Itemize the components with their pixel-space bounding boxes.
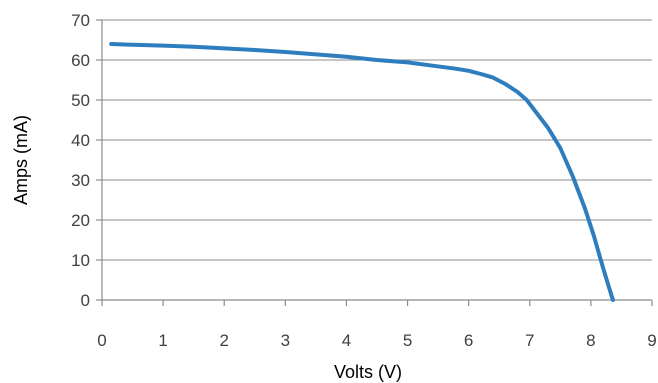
x-tick-label-3: 3 (281, 331, 290, 350)
x-tick-label-4: 4 (342, 331, 351, 350)
y-tick-label-0: 0 (81, 291, 90, 310)
x-tick-label-9: 9 (647, 331, 656, 350)
x-axis-title: Volts (V) (334, 362, 402, 382)
y-tick-label-20: 20 (71, 211, 90, 230)
y-tick-label-50: 50 (71, 91, 90, 110)
y-tick-label-40: 40 (71, 131, 90, 150)
x-tick-label-7: 7 (525, 331, 534, 350)
y-tick-label-30: 30 (71, 171, 90, 190)
x-tick-label-6: 6 (464, 331, 473, 350)
y-axis-title: Amps (mA) (11, 115, 31, 205)
y-axis-tick-labels: 0 10 20 30 40 50 60 70 (71, 11, 90, 310)
axes (96, 19, 653, 306)
data-series (109, 42, 615, 302)
x-tick-label-8: 8 (586, 331, 595, 350)
x-tick-label-2: 2 (219, 331, 228, 350)
x-tick-label-5: 5 (403, 331, 412, 350)
y-tick-label-70: 70 (71, 11, 90, 30)
x-axis-tick-labels: 0 1 2 3 4 5 6 7 8 9 (97, 331, 656, 350)
y-tick-label-10: 10 (71, 251, 90, 270)
x-tick-label-0: 0 (97, 331, 106, 350)
series-line-0 (109, 42, 615, 302)
y-tick-label-60: 60 (71, 51, 90, 70)
gridlines (102, 19, 652, 261)
x-tick-label-1: 1 (158, 331, 167, 350)
